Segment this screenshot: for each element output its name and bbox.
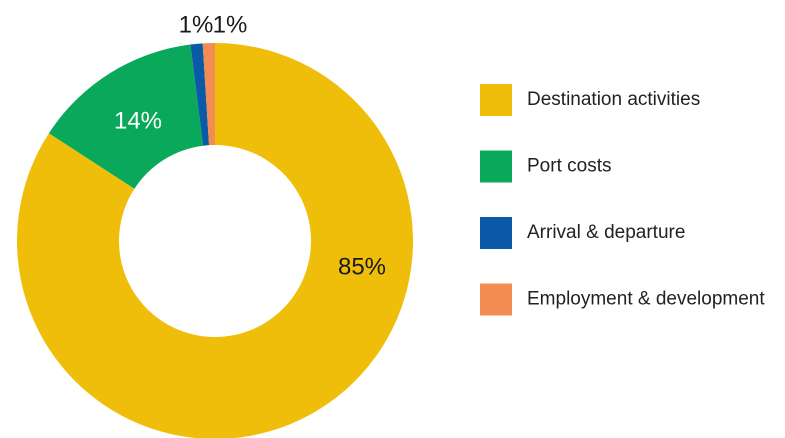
slice xyxy=(48,44,204,189)
slice-label: 1% xyxy=(213,11,248,38)
slice xyxy=(202,43,215,146)
legend-swatch xyxy=(480,84,512,116)
legend-swatch xyxy=(480,283,512,316)
legend-swatch xyxy=(480,217,512,249)
slice xyxy=(17,43,413,438)
legend-label: Destination activities xyxy=(527,89,700,110)
slice xyxy=(190,43,210,146)
legend-label: Arrival & departure xyxy=(527,222,685,243)
legend-label: Employment & development xyxy=(527,289,765,310)
slice-label: 1% xyxy=(179,11,214,38)
slice-label: 85% xyxy=(338,253,386,280)
legend-swatch xyxy=(480,150,512,183)
legend-label: Port costs xyxy=(527,156,611,177)
slice-label: 14% xyxy=(114,107,162,134)
